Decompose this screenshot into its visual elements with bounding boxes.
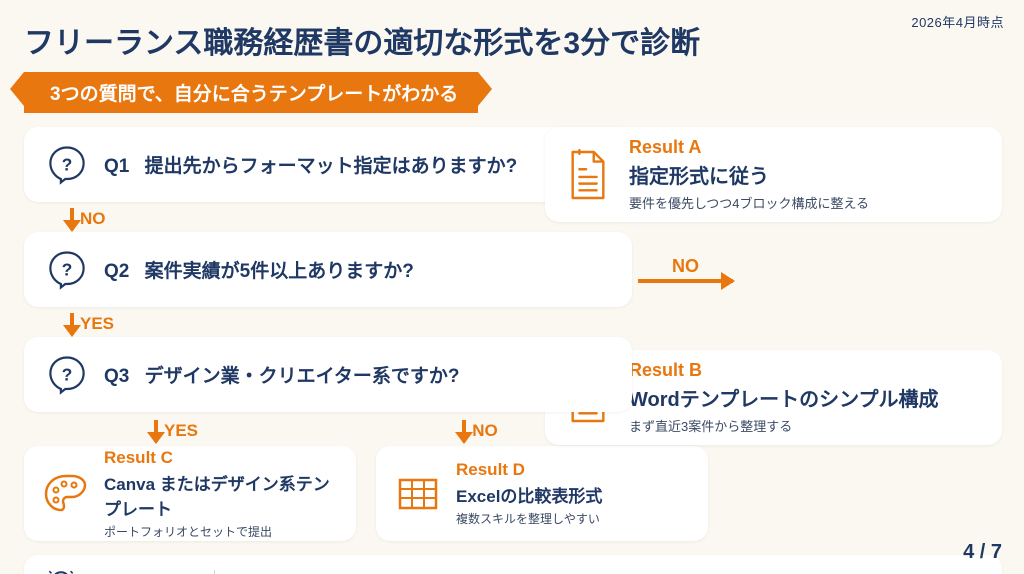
question-mark-icon: ? <box>46 144 88 186</box>
yes-arrow-q2 <box>70 313 74 335</box>
result-label-a: Result A <box>629 137 869 158</box>
question-box-q2[interactable]: ? Q2 案件実績が5件以上ありますか? <box>24 232 632 307</box>
result-label-c: Result C <box>104 448 338 468</box>
result-box-c[interactable]: Result C Canva またはデザイン系テンプレート ポートフォリオとセッ… <box>24 446 356 541</box>
palette-icon <box>42 470 90 518</box>
no-arrow-q1 <box>70 208 74 230</box>
no-label-q3: NO <box>472 421 498 441</box>
result-heading-c: Canva またはデザイン系テンプレート <box>104 470 338 520</box>
usage-tip-box: 診断の使い方 基本構成は共通にし、自己PRと強調スキルだけ提出先に合わせて調整す… <box>24 555 1002 574</box>
result-sub-a: 要件を優先しつつ4ブロック構成に整える <box>629 193 869 212</box>
no-label-q2: NO <box>672 256 699 277</box>
result-heading-d: Excelの比較表形式 <box>456 482 602 507</box>
lightbulb-icon <box>44 568 78 574</box>
question-box-q1[interactable]: ? Q1 提出先からフォーマット指定はありますか? <box>24 127 632 202</box>
no-label-q1: NO <box>80 209 106 229</box>
question-label-q3: Q3 <box>104 366 129 387</box>
result-sub-b: まず直近3案件から整理する <box>629 416 939 435</box>
question-text-q2: 案件実績が5件以上ありますか? <box>145 261 414 282</box>
svg-text:?: ? <box>62 154 73 174</box>
question-label-q1: Q1 <box>104 156 129 177</box>
question-text-q1: 提出先からフォーマット指定はありますか? <box>145 156 518 177</box>
document-icon-a <box>565 147 611 203</box>
svg-text:?: ? <box>62 364 73 384</box>
question-label-q2: Q2 <box>104 261 129 282</box>
subtitle-banner: 3つの質問で、自分に合うテンプレートがわかる <box>24 72 478 113</box>
result-heading-a: 指定形式に従う <box>629 160 869 189</box>
page-title: フリーランス職務経歴書の適切な形式を3分で診断 <box>24 18 1000 62</box>
date-stamp: 2026年4月時点 <box>911 12 1004 31</box>
no-arrow-q3 <box>462 420 466 442</box>
no-arrow-q2 <box>638 279 733 283</box>
page-number: 4 / 7 <box>963 541 1002 564</box>
yes-arrow-q3 <box>154 420 158 442</box>
yes-label-q3: YES <box>164 421 198 441</box>
question-box-q3[interactable]: ? Q3 デザイン業・クリエイター系ですか? <box>24 337 632 412</box>
svg-text:?: ? <box>62 259 73 279</box>
result-box-a[interactable]: Result A 指定形式に従う 要件を優先しつつ4ブロック構成に整える <box>545 127 1002 222</box>
question-text-q3: デザイン業・クリエイター系ですか? <box>145 366 460 387</box>
result-sub-d: 複数スキルを整理しやすい <box>456 510 602 527</box>
result-label-d: Result D <box>456 460 602 480</box>
flowchart: ? Q1 提出先からフォーマット指定はありますか? YES <box>24 127 1002 574</box>
question-mark-icon: ? <box>46 354 88 396</box>
slide-page: 2026年4月時点 フリーランス職務経歴書の適切な形式を3分で診断 3つの質問で… <box>0 0 1024 574</box>
result-sub-c: ポートフォリオとセットで提出 <box>104 523 338 540</box>
question-mark-icon: ? <box>46 249 88 291</box>
result-box-d[interactable]: Result D Excelの比較表形式 複数スキルを整理しやすい <box>376 446 708 541</box>
yes-label-q2: YES <box>80 314 114 334</box>
grid-table-icon <box>394 470 442 518</box>
